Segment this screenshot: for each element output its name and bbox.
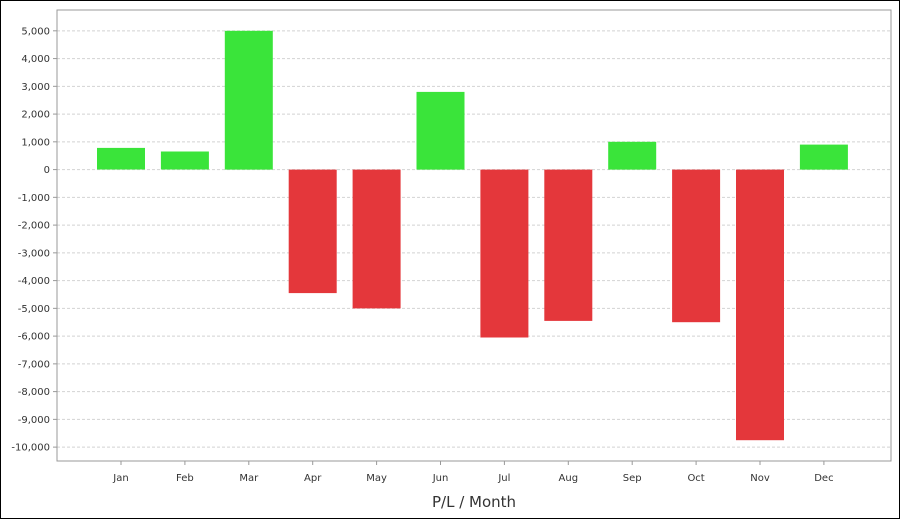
y-tick-label: -10,000 xyxy=(11,443,50,454)
bar-may xyxy=(352,169,401,309)
y-axis: 5,000 4,000 3,000 2,000 1,000 0 -1,000 -2,000 -3… xyxy=(11,26,57,454)
bar-jan xyxy=(97,147,145,170)
x-tick-label: Jun xyxy=(432,473,449,484)
y-tick-label: 0 xyxy=(44,165,50,176)
bars-layer xyxy=(97,30,848,441)
x-tick-label: Feb xyxy=(176,473,194,484)
y-tick-label: -7,000 xyxy=(18,359,50,370)
y-tick-label: 4,000 xyxy=(21,54,50,65)
y-tick-label: -2,000 xyxy=(18,221,50,232)
y-tick-label: 3,000 xyxy=(21,82,50,93)
x-tick-label: Jul xyxy=(497,473,510,484)
x-tick-label: Sep xyxy=(623,473,642,484)
bar-aug xyxy=(544,169,593,321)
x-axis-title: P/L / Month xyxy=(432,493,516,511)
x-axis: Jan Feb Mar Apr May Jun Jul Aug Sep Oct Nov Dec xyxy=(112,461,834,484)
x-tick-label: May xyxy=(366,473,387,484)
x-tick-label: Oct xyxy=(687,473,704,484)
bar-feb xyxy=(160,151,209,170)
x-tick-label: Aug xyxy=(559,473,579,484)
x-tick-label: Mar xyxy=(239,473,259,484)
y-tick-label: -6,000 xyxy=(18,332,50,343)
bar-jun xyxy=(416,91,465,170)
y-tick-label: 1,000 xyxy=(21,137,50,148)
x-tick-label: Jan xyxy=(112,473,128,484)
y-tick-label: -1,000 xyxy=(18,193,50,204)
bar-nov xyxy=(736,169,784,441)
bar-mar xyxy=(224,30,273,170)
y-tick-label: -5,000 xyxy=(18,304,50,315)
bar-jul xyxy=(480,169,529,338)
y-tick-label: 2,000 xyxy=(21,110,50,121)
plot-area xyxy=(56,9,892,462)
bar-dec xyxy=(799,144,848,170)
bar-oct xyxy=(672,169,721,323)
y-tick-label: -3,000 xyxy=(18,248,50,259)
bar-sep xyxy=(608,141,657,170)
bar-apr xyxy=(288,169,337,294)
x-tick-label: Apr xyxy=(304,473,322,484)
y-tick-label: 5,000 xyxy=(21,26,50,37)
x-tick-label: Nov xyxy=(750,473,770,484)
y-tick-label: -4,000 xyxy=(18,276,50,287)
y-tick-label: -8,000 xyxy=(18,387,50,398)
y-tick-label: -9,000 xyxy=(18,415,50,426)
x-tick-label: Dec xyxy=(814,473,833,484)
